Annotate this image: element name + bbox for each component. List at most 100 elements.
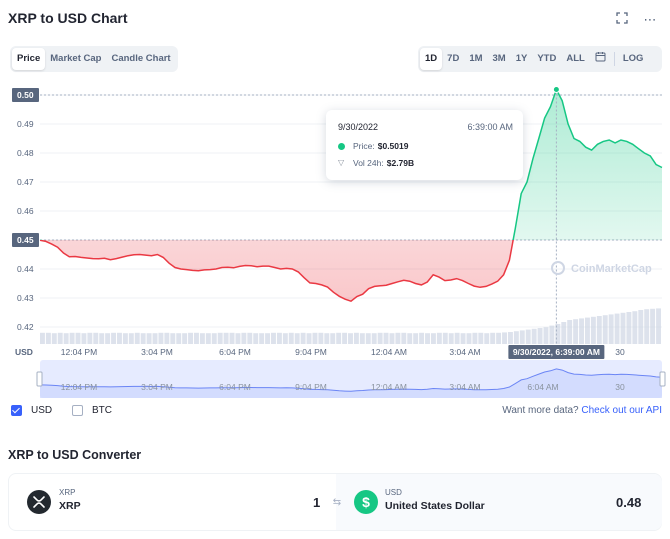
- navigator-right-handle: [659, 371, 666, 387]
- to-amount[interactable]: 0.48: [616, 495, 642, 510]
- legend-usd-label: USD: [31, 405, 53, 416]
- volume-bar: [590, 316, 596, 344]
- tooltip-price-label: Price:: [353, 141, 375, 151]
- tab-candle-chart[interactable]: Candle Chart: [111, 53, 171, 64]
- volume-bar: [111, 332, 117, 344]
- volume-bar: [353, 332, 359, 344]
- volume-bar: [223, 332, 229, 344]
- range-7d[interactable]: 7D: [447, 53, 460, 64]
- volume-bar: [377, 332, 383, 344]
- range-all[interactable]: ALL: [566, 53, 585, 64]
- volume-bar: [57, 332, 63, 344]
- crosshair-date-badge: [508, 345, 605, 359]
- volume-bar: [336, 332, 342, 344]
- y-highlight-badge: [12, 88, 39, 102]
- volume-bar: [507, 332, 513, 344]
- volume-bar: [407, 333, 413, 344]
- volume-bar: [371, 333, 377, 344]
- volume-bar: [656, 308, 661, 344]
- fullscreen-icon[interactable]: [614, 12, 630, 28]
- swap-icon[interactable]: ⇆: [332, 497, 342, 508]
- volume-bar: [229, 332, 235, 344]
- volume-bar: [99, 333, 105, 344]
- volume-bar: [241, 332, 247, 344]
- from-amount-input[interactable]: 1: [313, 495, 321, 510]
- log-scale-toggle[interactable]: LOG: [622, 53, 644, 64]
- tooltip-volume-row: ▽ Vol 24h: $2.79B: [338, 158, 414, 168]
- volume-bar: [596, 316, 602, 344]
- volume-bar: [282, 333, 288, 344]
- navigator-left-handle: [36, 371, 43, 387]
- range-ytd[interactable]: YTD: [537, 53, 557, 64]
- volume-bar: [650, 308, 656, 344]
- chart-type-tabs: Price Market Cap Candle Chart: [10, 46, 178, 72]
- volume-bar: [300, 332, 306, 344]
- volume-bar: [579, 318, 584, 344]
- to-symbol: USD: [385, 488, 402, 497]
- y-highlight-badge: [12, 233, 39, 247]
- more-icon[interactable]: ⋯: [643, 12, 657, 27]
- volume-bar: [419, 332, 425, 344]
- volume-bar: [164, 332, 170, 344]
- price-line-up: [40, 87, 663, 240]
- volume-bar: [211, 333, 217, 344]
- volume-bar: [253, 333, 259, 344]
- divider: [613, 52, 615, 66]
- volume-bar: [496, 332, 502, 344]
- price-dot-icon: [338, 142, 345, 150]
- volume-bar: [638, 310, 644, 344]
- legend-btc-label: BTC: [92, 405, 112, 416]
- volume-bar: [490, 332, 496, 344]
- range-3m[interactable]: 3M: [492, 53, 506, 64]
- converter-title: XRP to USD Converter: [8, 448, 142, 462]
- navigator-tick-label: 3:04 PM: [141, 382, 173, 392]
- y-tick-label: 0.49: [17, 119, 34, 129]
- price-chart[interactable]: 0.50 0.49 0.48 0.47 0.46 0.45 0.44 0.43 0.42 Coin…: [0, 80, 670, 400]
- api-link[interactable]: Check out our API: [581, 405, 662, 416]
- price-line-down: [39, 240, 514, 303]
- volume-bar: [134, 332, 140, 344]
- tab-price[interactable]: Price: [12, 48, 46, 70]
- volume-bar: [105, 333, 111, 344]
- volume-bar: [140, 333, 146, 344]
- navigator-tick-label: 12:04 PM: [61, 382, 97, 392]
- navigator-tick-label: 12:04 AM: [371, 382, 407, 392]
- legend-btc[interactable]: BTC: [72, 405, 112, 416]
- crosshair-date-label: 9/30/2022, 6:39:00 AM: [513, 347, 600, 357]
- tooltip-vol-label: Vol 24h:: [353, 158, 384, 168]
- range-1m[interactable]: 1M: [469, 53, 483, 64]
- btc-checkbox[interactable]: [72, 405, 83, 416]
- range-1y[interactable]: 1Y: [515, 53, 528, 64]
- volume-bar: [519, 330, 525, 344]
- volume-bar: [75, 332, 81, 344]
- volume-bar: [87, 332, 93, 344]
- volume-bar: [318, 332, 324, 344]
- converter-target-panel: [336, 474, 662, 530]
- volume-bar: [235, 333, 241, 344]
- volume-bar: [448, 333, 454, 344]
- volume-bar: [117, 332, 122, 344]
- volume-bar: [531, 328, 537, 344]
- volume-icon: ▽: [338, 158, 345, 167]
- volume-bar: [513, 331, 519, 344]
- volume-bar: [401, 332, 407, 344]
- volume-bar: [276, 332, 282, 344]
- volume-bar: [555, 324, 561, 344]
- legend-usd[interactable]: USD: [11, 405, 52, 416]
- y-tick-label: 0.43: [17, 293, 34, 303]
- usd-checkbox[interactable]: [11, 405, 22, 416]
- volume-bar: [312, 332, 318, 344]
- range-1d[interactable]: 1D: [420, 48, 443, 70]
- time-range-selector: 1D 7D 1M 3M 1Y YTD ALL LOG: [418, 46, 662, 72]
- tab-market-cap[interactable]: Market Cap: [50, 53, 102, 64]
- calendar-icon[interactable]: [590, 48, 611, 70]
- watermark-logo-icon: [551, 261, 565, 275]
- y-tick-label: 0.47: [17, 177, 34, 187]
- volume-bar: [620, 312, 626, 344]
- volume-bar: [484, 333, 490, 344]
- to-name: United States Dollar: [385, 500, 485, 512]
- volume-bar: [205, 333, 211, 344]
- navigator-tick-label: 6:04 PM: [219, 382, 251, 392]
- tooltip-price-value: $0.5019: [377, 141, 409, 151]
- volume-bar: [436, 332, 442, 344]
